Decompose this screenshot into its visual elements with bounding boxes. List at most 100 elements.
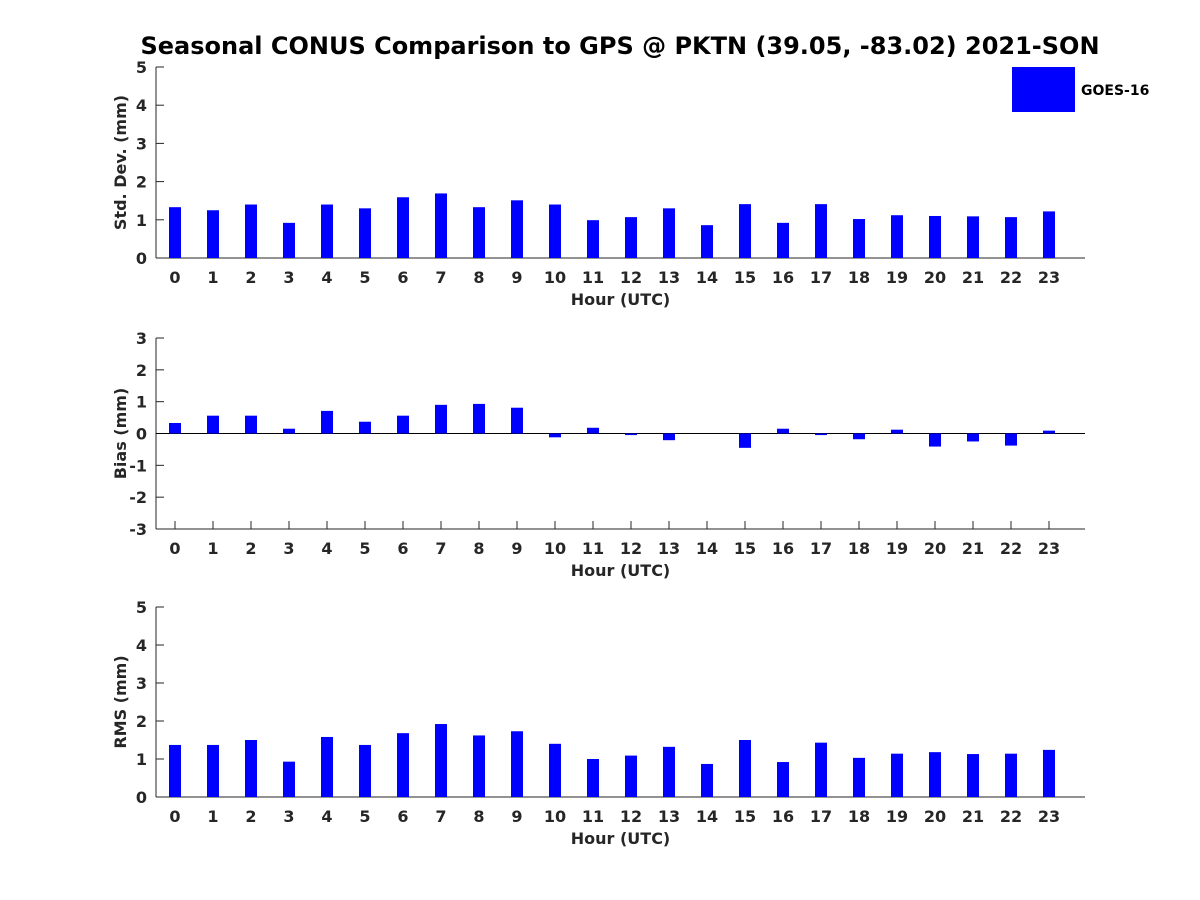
bar (853, 433, 865, 440)
bar (1043, 211, 1055, 258)
legend: GOES-16 (1012, 67, 1149, 112)
bar (625, 433, 637, 436)
bar (435, 404, 447, 434)
y-tick-label: 1 (136, 750, 147, 769)
x-tick-label: 19 (886, 807, 908, 826)
bar (815, 433, 827, 436)
bar (663, 433, 675, 441)
x-tick-label: 12 (620, 539, 642, 558)
bar (587, 427, 599, 434)
bar (587, 759, 599, 797)
x-tick-label: 2 (245, 539, 256, 558)
bar (815, 204, 827, 258)
bar (587, 220, 599, 258)
chart-title: Seasonal CONUS Comparison to GPS @ PKTN … (140, 32, 1099, 60)
x-tick-label: 10 (544, 539, 566, 558)
bar (511, 200, 523, 258)
x-tick-label: 1 (207, 539, 218, 558)
bar (207, 210, 219, 258)
x-tick-label: 17 (810, 268, 832, 287)
x-tick-label: 5 (359, 539, 370, 558)
x-tick-label: 3 (283, 539, 294, 558)
x-tick-label: 18 (848, 539, 870, 558)
y-tick-label: 5 (136, 58, 147, 77)
y-axis-label: RMS (mm) (111, 655, 130, 748)
x-tick-label: 16 (772, 807, 794, 826)
x-tick-label: 11 (582, 807, 604, 826)
bar (739, 740, 751, 797)
x-tick-label: 4 (321, 807, 332, 826)
x-tick-label: 9 (511, 539, 522, 558)
bar (511, 731, 523, 797)
x-tick-label: 8 (473, 268, 484, 287)
bar (473, 207, 485, 258)
bar (283, 428, 295, 434)
bar (1043, 430, 1055, 434)
y-tick-label: -1 (129, 456, 147, 475)
x-tick-label: 2 (245, 268, 256, 287)
x-tick-label: 6 (397, 807, 408, 826)
bar (891, 429, 903, 434)
bar (967, 754, 979, 797)
y-tick-label: -3 (129, 520, 147, 539)
bar (701, 763, 713, 797)
x-tick-label: 5 (359, 807, 370, 826)
bar (1005, 217, 1017, 258)
bar (549, 204, 561, 258)
x-tick-label: 20 (924, 268, 946, 287)
bar (435, 724, 447, 797)
bar (815, 742, 827, 797)
bar (1005, 433, 1017, 446)
x-tick-label: 23 (1038, 539, 1060, 558)
x-tick-label: 13 (658, 268, 680, 287)
y-tick-label: 3 (136, 134, 147, 153)
bar (169, 744, 181, 797)
y-tick-label: 1 (136, 393, 147, 412)
x-tick-label: 23 (1038, 807, 1060, 826)
x-tick-label: 13 (658, 539, 680, 558)
bar (777, 762, 789, 797)
bar (359, 421, 371, 434)
x-tick-label: 2 (245, 807, 256, 826)
x-tick-label: 5 (359, 268, 370, 287)
bar (511, 407, 523, 434)
bar (891, 215, 903, 258)
bar (207, 744, 219, 797)
x-tick-label: 19 (886, 268, 908, 287)
x-tick-label: 17 (810, 807, 832, 826)
y-tick-label: 3 (136, 674, 147, 693)
bar (245, 740, 257, 797)
x-tick-label: 16 (772, 268, 794, 287)
x-tick-label: 3 (283, 268, 294, 287)
bar (321, 736, 333, 797)
bar (397, 415, 409, 434)
bar (321, 204, 333, 258)
x-tick-label: 18 (848, 268, 870, 287)
bar (321, 410, 333, 434)
bar (549, 433, 561, 438)
bar (473, 735, 485, 797)
x-tick-label: 0 (169, 268, 180, 287)
bar (891, 753, 903, 797)
y-tick-label: 5 (136, 598, 147, 617)
bar (283, 761, 295, 797)
x-tick-label: 11 (582, 268, 604, 287)
x-tick-label: 12 (620, 268, 642, 287)
x-axis-label: Hour (UTC) (571, 290, 671, 309)
bar (967, 216, 979, 258)
bar (663, 208, 675, 258)
x-tick-label: 14 (696, 539, 718, 558)
x-tick-label: 21 (962, 268, 984, 287)
bar (397, 733, 409, 797)
x-tick-label: 22 (1000, 539, 1022, 558)
x-tick-label: 21 (962, 539, 984, 558)
bar (929, 752, 941, 797)
bar (625, 217, 637, 258)
bar (245, 415, 257, 434)
x-axis-label: Hour (UTC) (571, 561, 671, 580)
x-tick-label: 1 (207, 268, 218, 287)
